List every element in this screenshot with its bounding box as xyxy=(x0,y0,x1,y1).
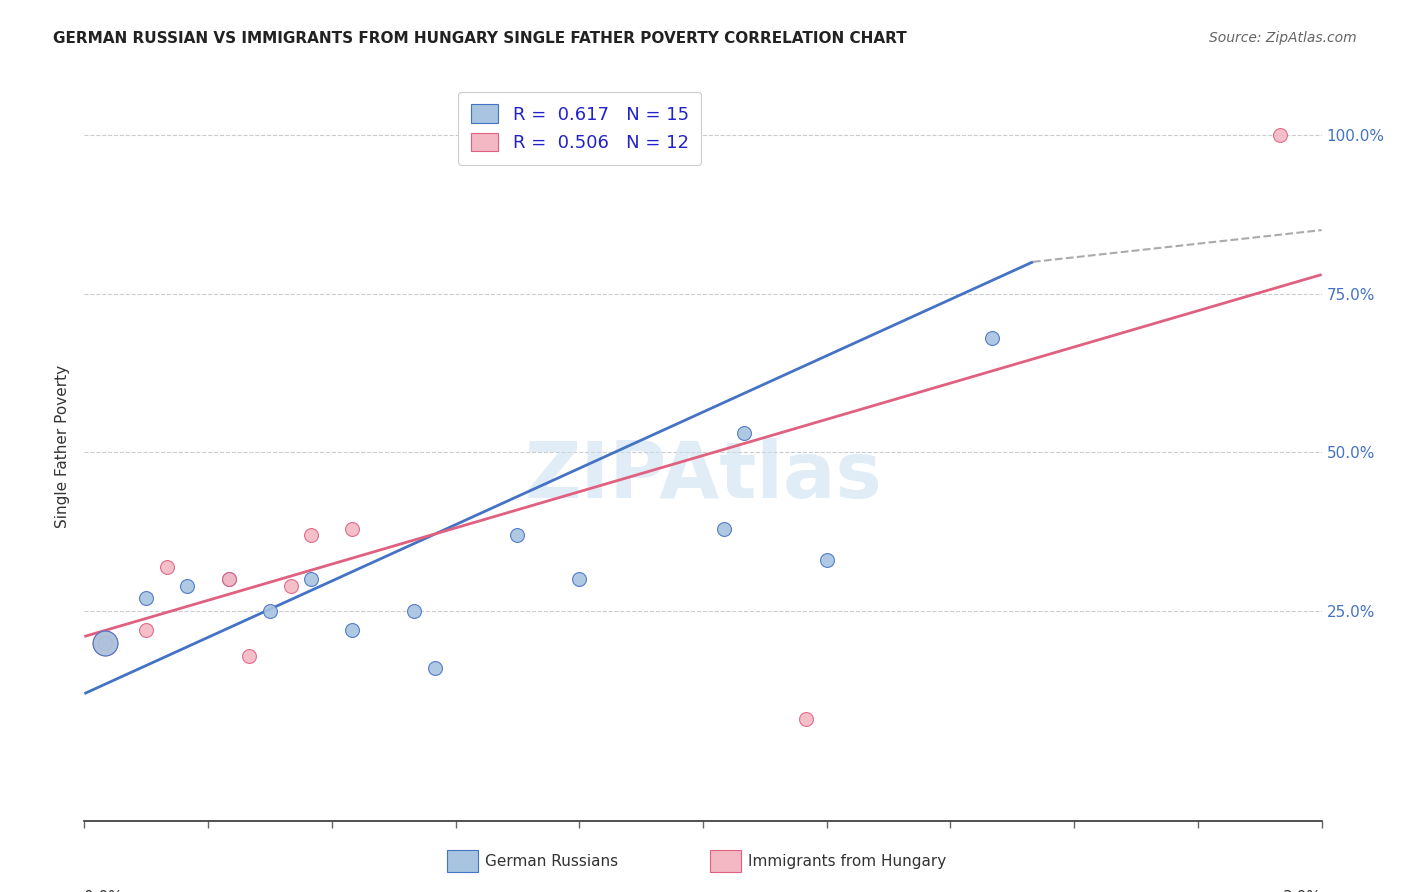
Point xyxy=(176,579,198,593)
Point xyxy=(218,572,240,586)
Y-axis label: Single Father Poverty: Single Father Poverty xyxy=(55,365,70,527)
Point xyxy=(794,712,817,726)
Point xyxy=(815,553,838,567)
Point xyxy=(135,591,157,606)
Text: GERMAN RUSSIAN VS IMMIGRANTS FROM HUNGARY SINGLE FATHER POVERTY CORRELATION CHAR: GERMAN RUSSIAN VS IMMIGRANTS FROM HUNGAR… xyxy=(53,31,907,46)
Point xyxy=(238,648,260,663)
Point xyxy=(299,572,322,586)
Point xyxy=(94,636,117,650)
Text: 3.0%: 3.0% xyxy=(1282,890,1322,892)
Legend: R =  0.617   N = 15, R =  0.506   N = 12: R = 0.617 N = 15, R = 0.506 N = 12 xyxy=(458,92,702,165)
Point xyxy=(156,559,179,574)
Text: Immigrants from Hungary: Immigrants from Hungary xyxy=(748,855,946,869)
Point xyxy=(94,636,117,650)
Text: 0.0%: 0.0% xyxy=(84,890,124,892)
Point xyxy=(342,623,364,637)
Point xyxy=(299,528,322,542)
Point xyxy=(568,572,591,586)
Point xyxy=(94,636,117,650)
Text: Source: ZipAtlas.com: Source: ZipAtlas.com xyxy=(1209,31,1357,45)
Point xyxy=(423,661,446,675)
Point xyxy=(1270,128,1292,142)
Point xyxy=(404,604,426,618)
Point xyxy=(259,604,281,618)
Point xyxy=(280,579,302,593)
Point xyxy=(135,623,157,637)
Point xyxy=(506,528,529,542)
Point xyxy=(713,522,735,536)
Point xyxy=(342,522,364,536)
Point xyxy=(94,636,117,650)
Text: German Russians: German Russians xyxy=(485,855,619,869)
Point xyxy=(218,572,240,586)
Point xyxy=(980,331,1002,345)
Text: ZIPAtlas: ZIPAtlas xyxy=(524,438,882,514)
Point xyxy=(733,426,755,441)
